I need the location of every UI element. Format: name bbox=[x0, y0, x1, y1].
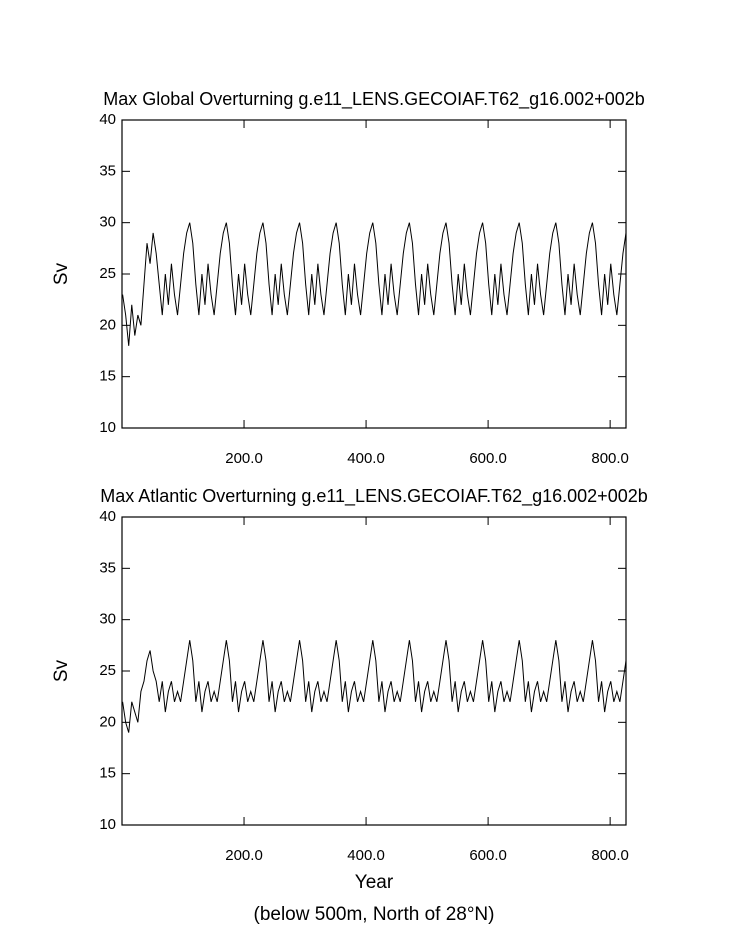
y-tick-label: 30 bbox=[99, 214, 116, 231]
plot-frame bbox=[121, 119, 627, 429]
chart-title: Max Atlantic Overturning g.e11_LENS.GECO… bbox=[100, 486, 648, 507]
y-axis-label: Sv bbox=[51, 262, 72, 285]
data-line bbox=[122, 640, 627, 733]
x-tick-label: 200.0 bbox=[225, 847, 263, 864]
x-tick-label: 200.0 bbox=[225, 450, 263, 467]
x-tick-label: 600.0 bbox=[469, 847, 507, 864]
y-axis-label: Sv bbox=[51, 659, 72, 682]
y-tick-label: 30 bbox=[99, 611, 116, 628]
x-tick-label: 400.0 bbox=[347, 450, 385, 467]
chart-title: Max Global Overturning g.e11_LENS.GECOIA… bbox=[103, 89, 645, 110]
y-tick-label: 35 bbox=[99, 162, 116, 179]
plot-frame bbox=[121, 516, 627, 826]
y-tick-label: 20 bbox=[99, 316, 116, 333]
y-tick-label: 15 bbox=[99, 765, 116, 782]
y-tick-label: 35 bbox=[99, 559, 116, 576]
y-tick-label: 25 bbox=[99, 265, 116, 282]
x-tick-label: 800.0 bbox=[591, 450, 629, 467]
y-tick-label: 40 bbox=[99, 111, 116, 128]
y-tick-label: 20 bbox=[99, 713, 116, 730]
y-tick-label: 10 bbox=[99, 816, 116, 833]
x-tick-label: 400.0 bbox=[347, 847, 385, 864]
y-tick-label: 15 bbox=[99, 368, 116, 385]
x-tick-label: 800.0 bbox=[591, 847, 629, 864]
y-tick-label: 40 bbox=[99, 508, 116, 525]
axis-note: (below 500m, North of 28°N) bbox=[254, 904, 495, 925]
x-tick-label: 600.0 bbox=[469, 450, 507, 467]
data-line bbox=[122, 222, 627, 346]
y-tick-label: 10 bbox=[99, 419, 116, 436]
y-tick-label: 25 bbox=[99, 662, 116, 679]
x-axis-label: Year bbox=[355, 872, 394, 893]
